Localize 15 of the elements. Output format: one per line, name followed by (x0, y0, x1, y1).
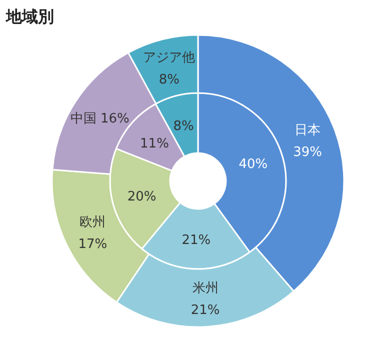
data-label: 40% (238, 157, 268, 172)
data-label: 21% (182, 232, 211, 248)
slice-label: 欧州 (80, 215, 106, 230)
data-label: 20% (127, 189, 156, 204)
data-label: 17% (78, 237, 108, 252)
slice-label: アジア他 (143, 50, 196, 66)
slice-label: 日本 (294, 123, 321, 138)
data-label: 8% (173, 118, 194, 134)
chart-title: 地域別 (5, 7, 54, 26)
data-label: 39% (293, 145, 322, 160)
category-label: 中国 16% (70, 111, 130, 126)
data-label: 21% (190, 302, 220, 318)
slice-label: 米州 (192, 280, 218, 296)
data-label: 11% (140, 136, 169, 152)
data-label: 8% (158, 72, 180, 88)
